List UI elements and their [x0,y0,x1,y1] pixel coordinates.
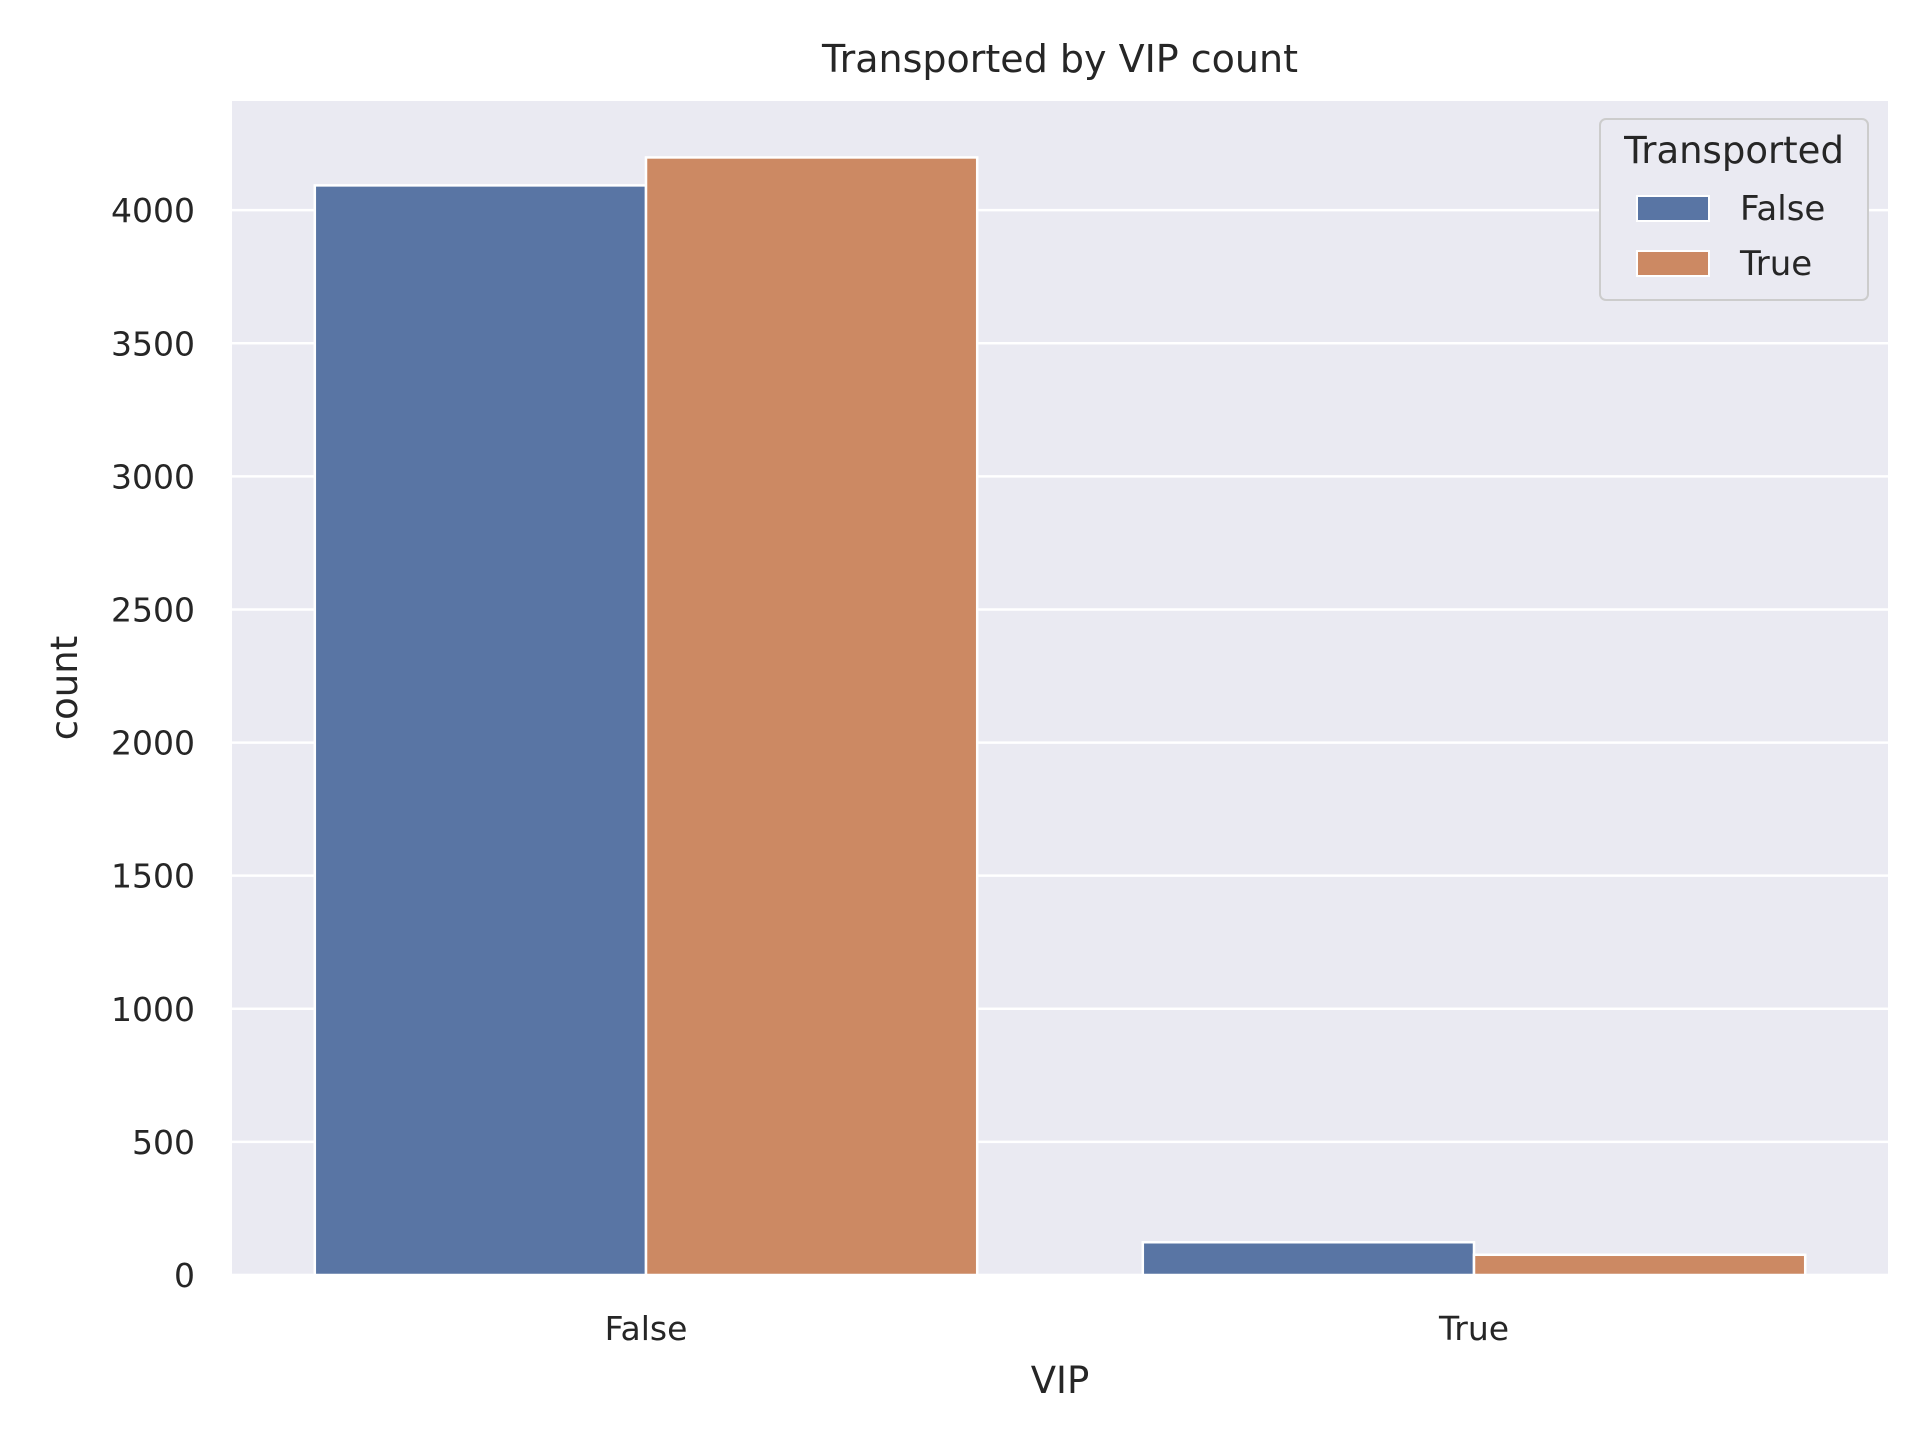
legend-label-false: False [1740,189,1825,229]
y-tick-label-0: 0 [174,1256,195,1295]
x-tick-label-false: False [605,1309,688,1348]
legend-swatch-false [1636,195,1710,222]
y-tick-label-3500: 3500 [111,324,195,363]
chart-title: Transported by VIP count [821,37,1298,81]
legend: Transported False True [1599,118,1869,301]
y-tick-label-3000: 3000 [111,457,195,496]
bar-vip-true-transported-false [1141,1241,1476,1277]
legend-title: Transported [1623,129,1844,172]
y-tick-label-1000: 1000 [111,990,195,1029]
legend-swatch-true [1636,250,1710,277]
y-tick-label-4000: 4000 [111,191,195,230]
y-tick-label-2500: 2500 [111,590,195,629]
x-axis-ticks: False True [605,1309,1509,1348]
y-tick-label-2000: 2000 [111,724,195,763]
bars [313,156,1807,1277]
y-axis-ticks: 0 500 1000 1500 2000 2500 3000 3500 4000 [111,191,195,1295]
y-tick-label-500: 500 [132,1123,195,1162]
legend-label-true: True [1739,244,1812,284]
x-tick-label-true: True [1438,1309,1509,1348]
bar-vip-true-transported-true [1472,1253,1807,1277]
x-axis-label: VIP [1031,1359,1090,1402]
y-tick-label-1500: 1500 [111,857,195,896]
bar-vip-false-transported-true [644,156,979,1277]
bar-vip-false-transported-false [313,184,648,1277]
y-axis-label: count [43,636,86,740]
